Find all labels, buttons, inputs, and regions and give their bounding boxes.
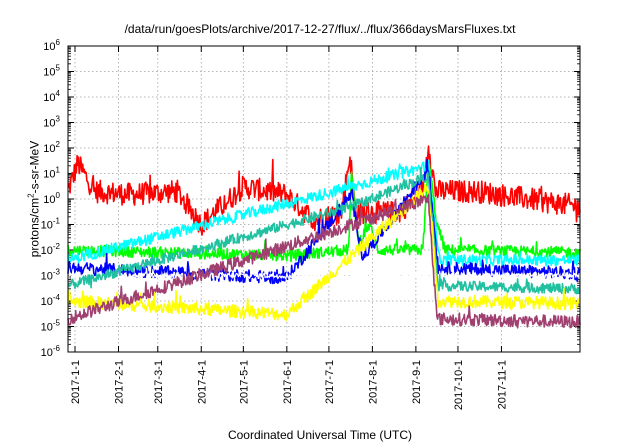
y-tick-base: 10 bbox=[41, 296, 53, 308]
y-tick-exponent: 3 bbox=[56, 115, 61, 124]
x-tick-label: 2017-11-1 bbox=[496, 360, 508, 409]
y-tick-exponent: 4 bbox=[56, 89, 61, 98]
y-tick-exponent: 2 bbox=[56, 140, 61, 149]
x-tick-label: 2017-1-1 bbox=[70, 360, 82, 404]
y-tick-exponent: -4 bbox=[53, 293, 61, 302]
y-tick-exponent: 6 bbox=[56, 38, 61, 47]
y-tick-base: 10 bbox=[43, 92, 55, 104]
y-tick-label: 101 bbox=[43, 166, 60, 181]
y-tick-exponent: -3 bbox=[53, 268, 61, 277]
y-tick-base: 10 bbox=[43, 118, 55, 130]
series-line bbox=[67, 167, 581, 295]
y-tick-base: 10 bbox=[41, 322, 53, 334]
series-line bbox=[67, 162, 581, 263]
y-tick-base: 10 bbox=[43, 41, 55, 53]
y-tick-base: 10 bbox=[41, 347, 53, 359]
x-tick-label: 2017-4-1 bbox=[196, 360, 208, 404]
y-tick-base: 10 bbox=[43, 67, 55, 79]
x-tick-label: 2017-2-1 bbox=[113, 360, 125, 404]
series-line bbox=[67, 159, 581, 267]
y-tick-label: 10-2 bbox=[41, 242, 61, 257]
y-tick-exponent: 1 bbox=[56, 166, 61, 175]
y-tick-label: 100 bbox=[43, 191, 60, 206]
y-tick-label: 103 bbox=[43, 115, 60, 130]
x-tick-label: 2017-5-1 bbox=[238, 360, 250, 404]
series-line bbox=[67, 183, 581, 322]
series-line bbox=[67, 193, 581, 329]
y-tick-base: 10 bbox=[43, 143, 55, 155]
y-tick-label: 10-5 bbox=[41, 319, 61, 334]
x-axis-label: Coordinated Universal Time (UTC) bbox=[227, 428, 413, 442]
y-tick-exponent: -5 bbox=[53, 319, 61, 328]
plot-frame bbox=[67, 45, 581, 353]
y-tick-base: 10 bbox=[41, 271, 53, 283]
x-tick-label: 2017-9-1 bbox=[411, 360, 423, 404]
y-tick-label: 105 bbox=[43, 64, 60, 79]
y-tick-exponent: 0 bbox=[56, 191, 61, 200]
y-tick-label: 10-1 bbox=[41, 217, 61, 232]
chart-title: /data/run/goesPlots/archive/2017-12-27/f… bbox=[124, 22, 516, 36]
y-tick-exponent: -6 bbox=[53, 344, 61, 353]
y-tick-exponent: -2 bbox=[53, 242, 61, 251]
y-tick-base: 10 bbox=[43, 169, 55, 181]
y-tick-label: 102 bbox=[43, 140, 60, 155]
x-tick-label: 2017-10-1 bbox=[453, 360, 465, 410]
x-tick-label: 2017-3-1 bbox=[153, 360, 165, 404]
y-tick-exponent: -1 bbox=[53, 217, 61, 226]
x-tick-label: 2017-7-1 bbox=[324, 360, 336, 404]
y-tick-base: 10 bbox=[41, 245, 53, 257]
x-tick-label: 2017-6-1 bbox=[282, 360, 294, 404]
y-tick-label: 104 bbox=[43, 89, 60, 104]
y-tick-label: 10-4 bbox=[41, 293, 61, 308]
series-line bbox=[67, 145, 581, 236]
x-tick-label: 2017-8-1 bbox=[367, 360, 379, 404]
y-tick-label: 10-6 bbox=[41, 344, 61, 359]
y-tick-exponent: 5 bbox=[56, 64, 61, 73]
y-tick-label: 10-3 bbox=[41, 268, 61, 283]
y-tick-label: 106 bbox=[43, 38, 60, 53]
y-tick-base: 10 bbox=[43, 194, 55, 206]
y-tick-base: 10 bbox=[41, 220, 53, 232]
